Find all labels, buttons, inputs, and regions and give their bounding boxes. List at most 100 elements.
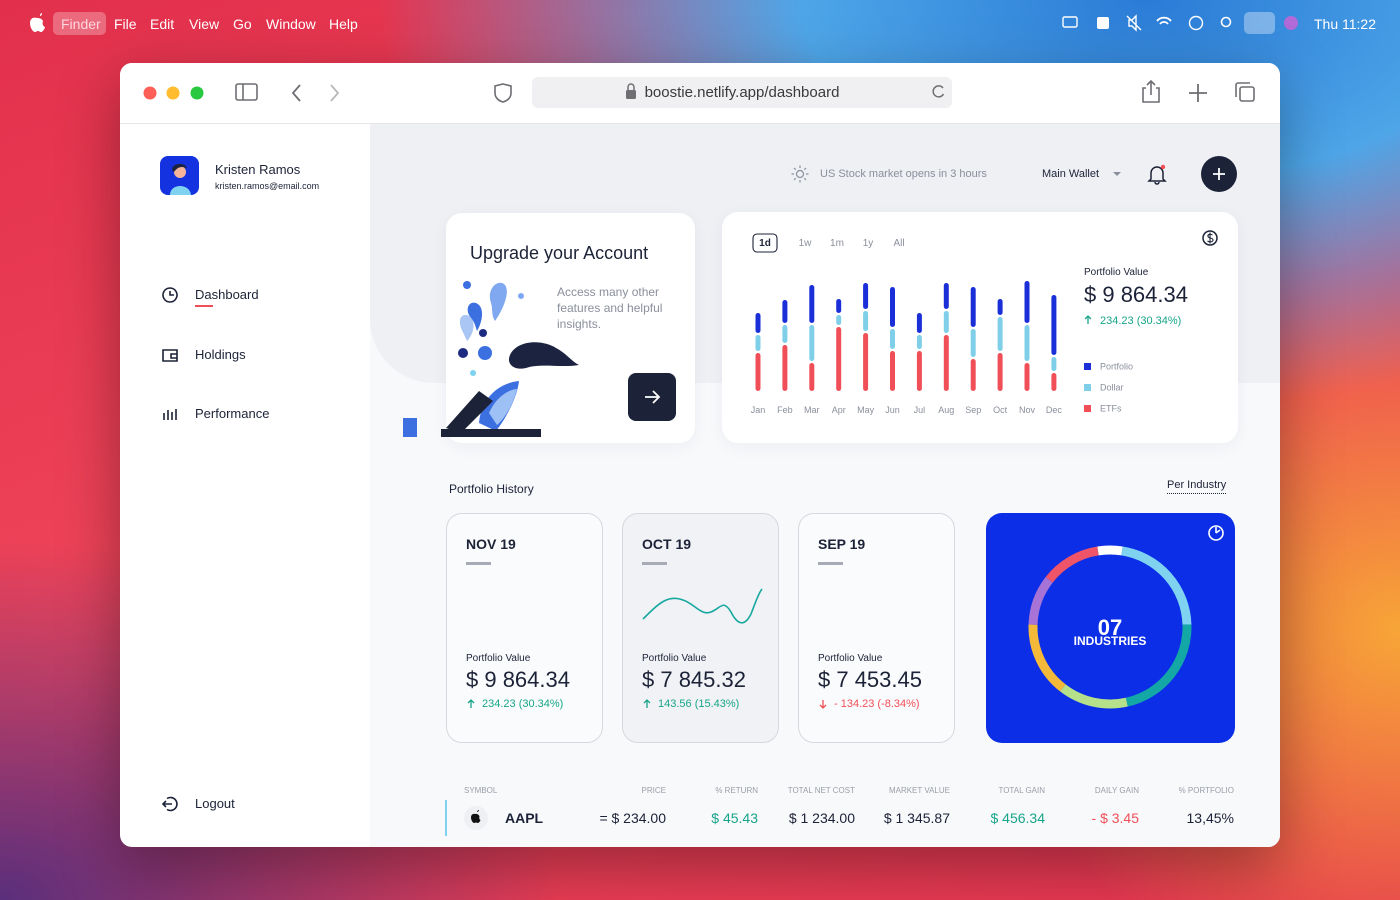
legend-swatch	[1084, 405, 1091, 412]
bar-segment	[809, 325, 815, 361]
bar-segment	[1024, 325, 1030, 361]
close-button[interactable]	[143, 86, 157, 100]
legend-swatch	[1084, 384, 1091, 391]
table-header: SYMBOL	[464, 786, 498, 795]
apple-menu[interactable]	[28, 13, 46, 33]
notification-bell[interactable]	[1146, 163, 1168, 185]
currency-icon[interactable]	[1202, 230, 1218, 246]
minimize-button[interactable]	[166, 86, 180, 100]
table-cell: $ 45.43	[711, 810, 758, 826]
wifi-icon[interactable]	[1156, 16, 1172, 25]
card-value: $ 9 864.34	[466, 667, 570, 692]
period-active	[752, 233, 778, 253]
wallet-caret[interactable]	[1112, 171, 1122, 177]
card-divider	[642, 562, 667, 565]
share-button[interactable]	[1142, 79, 1160, 103]
card-label: Portfolio Value	[466, 653, 531, 664]
back-button[interactable]	[291, 84, 301, 102]
nav-icon-path	[162, 349, 178, 362]
card-change: - 134.23 (-8.34%)	[834, 698, 920, 710]
privacy-shield[interactable]	[494, 83, 512, 103]
menu-item[interactable]: File	[114, 16, 137, 32]
clock: Thu 11:22	[1314, 16, 1377, 32]
period-option[interactable]: 1y	[863, 238, 874, 249]
bar-segment	[863, 283, 869, 309]
period-option[interactable]: 1w	[799, 238, 813, 249]
history-card[interactable]: NOV 19 Portfolio Value $ 9 864.34 234.23 (3…	[446, 513, 603, 743]
menu-item[interactable]: Edit	[150, 16, 175, 32]
bar-segment	[890, 351, 895, 391]
industry-filter[interactable]: Per Industry	[1167, 479, 1227, 494]
lock-icon	[626, 83, 636, 99]
menu-item[interactable]: Help	[329, 16, 358, 32]
sparkline	[642, 588, 763, 624]
x-tick-label: May	[857, 405, 875, 415]
new-tab-button[interactable]	[1189, 84, 1207, 102]
menu-item[interactable]: View	[189, 16, 220, 32]
address-bar[interactable]	[532, 77, 952, 108]
card-label: Portfolio Value	[642, 653, 707, 664]
siri-icon[interactable]	[1284, 16, 1298, 30]
arrow-path	[643, 699, 651, 708]
history-title: Portfolio History	[449, 482, 534, 496]
control-center[interactable]	[1244, 12, 1275, 34]
period-option[interactable]: 1d	[759, 238, 771, 249]
menu-item[interactable]: Go	[233, 16, 252, 32]
search-icon[interactable]	[1220, 16, 1232, 28]
card-month: NOV 19	[466, 536, 516, 552]
tray-icons	[1062, 12, 1298, 34]
nav-icon	[162, 287, 178, 303]
mute-icon[interactable]	[1126, 14, 1142, 32]
nav-item[interactable]: Performance	[195, 406, 270, 421]
bar-segment	[1024, 363, 1030, 391]
period-option[interactable]: 1m	[830, 238, 844, 249]
menu-highlight	[53, 12, 106, 35]
add-button[interactable]	[1201, 156, 1237, 192]
nav-item[interactable]: Dashboard	[195, 287, 259, 302]
symbol-cell[interactable]: AAPL	[505, 810, 544, 826]
upgrade-title: Upgrade your Account	[470, 243, 649, 263]
bar-segment	[890, 329, 895, 349]
user-icon[interactable]	[1188, 15, 1204, 31]
symbol-icon-logo	[471, 810, 481, 823]
x-tick-label: Jul	[914, 405, 926, 415]
history-card[interactable]: OCT 19 Portfolio Value $ 7 845.32 143.56 (1…	[622, 513, 779, 743]
nav-icon	[163, 409, 177, 420]
card-value: $ 7 845.32	[642, 667, 746, 692]
bar-segment	[943, 283, 949, 309]
period-option[interactable]: All	[893, 238, 904, 249]
airplay-icon[interactable]	[1062, 16, 1078, 28]
bar-segment	[1024, 281, 1030, 323]
x-tick-label: Jun	[885, 405, 900, 415]
x-tick-label: Jan	[751, 405, 766, 415]
bar-segment	[997, 353, 1003, 391]
bar-segment	[970, 329, 976, 357]
menu-item[interactable]: Finder	[61, 16, 101, 32]
card-change: 143.56 (15.43%)	[658, 698, 740, 710]
input-icon[interactable]	[1097, 17, 1109, 29]
legend-swatch	[1084, 363, 1091, 370]
table-header: TOTAL GAIN	[998, 786, 1045, 795]
upgrade-button[interactable]	[628, 373, 676, 421]
forward-button[interactable]	[330, 84, 340, 102]
history-card[interactable]: SEP 19 Portfolio Value $ 7 453.45 - 134.23 …	[798, 513, 955, 743]
arrow-path	[467, 699, 475, 708]
nav-item[interactable]: Holdings	[195, 347, 246, 362]
donut-center-value: 07	[1098, 615, 1122, 640]
reload-button[interactable]	[932, 85, 945, 98]
bar-segment	[863, 311, 869, 331]
logout-link[interactable]: Logout	[195, 796, 235, 811]
wallet-selector[interactable]: Main Wallet	[1042, 168, 1100, 180]
donut-segment	[1125, 624, 1192, 707]
tabs-button[interactable]	[1235, 82, 1255, 102]
chart-icon[interactable]	[1208, 525, 1224, 541]
table-cell: $ 1 234.00	[788, 810, 855, 826]
zoom-button[interactable]	[190, 86, 204, 100]
menu-item[interactable]: Window	[266, 16, 316, 32]
user-avatar[interactable]	[160, 156, 200, 196]
donut-segment	[1028, 624, 1066, 692]
sparkline-path	[642, 588, 763, 624]
table-cell: = $ 234.00	[599, 810, 666, 826]
sidebar-toggle[interactable]	[235, 83, 258, 101]
